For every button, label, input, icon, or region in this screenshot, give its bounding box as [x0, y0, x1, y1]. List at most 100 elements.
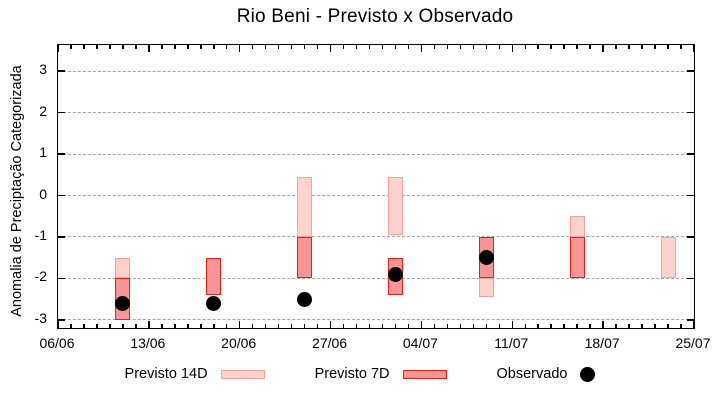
- x-axis-tick: [368, 324, 371, 328]
- x-axis-tick: [225, 45, 228, 49]
- x-axis-tick: [70, 324, 72, 328]
- gridline: [58, 112, 694, 114]
- x-axis-tick: [213, 324, 215, 328]
- y-tick-label: -2: [34, 268, 47, 285]
- x-axis-tick: [524, 45, 526, 49]
- x-axis-tick: [407, 324, 410, 328]
- y-tick-label: 0: [39, 185, 47, 202]
- observado-point: [387, 266, 403, 282]
- gridline: [58, 153, 694, 155]
- x-axis-tick: [109, 45, 111, 49]
- previsto-14d-bar: [660, 236, 676, 279]
- x-axis-tick: [576, 324, 578, 328]
- plot-area: [57, 44, 695, 329]
- x-axis-tick: [407, 45, 410, 49]
- x-tick-label: 20/06: [221, 335, 257, 351]
- x-axis-tick: [57, 321, 59, 328]
- x-axis-tick: [251, 324, 254, 328]
- x-axis-tick: [342, 45, 345, 49]
- x-axis-tick: [628, 324, 630, 328]
- y-axis-tick: [58, 153, 65, 155]
- x-axis-tick: [511, 45, 514, 52]
- x-axis-tick: [277, 45, 280, 49]
- x-axis-tick: [602, 321, 604, 328]
- x-axis-tick: [251, 45, 254, 49]
- x-axis-tick: [122, 45, 124, 49]
- x-axis-tick: [122, 324, 124, 328]
- x-axis-tick: [550, 324, 552, 328]
- y-axis-tick: [687, 70, 694, 72]
- y-tick-label: 2: [39, 102, 47, 119]
- x-axis-tick: [316, 324, 319, 328]
- x-axis-tick: [511, 321, 514, 328]
- x-axis-tick: [550, 45, 552, 49]
- y-axis-tick: [687, 277, 694, 280]
- y-axis-tick: [687, 111, 694, 114]
- y-tick-label: -1: [34, 226, 47, 243]
- y-axis-tick: [58, 194, 65, 197]
- x-axis-tick: [667, 324, 669, 328]
- x-axis-tick: [394, 45, 397, 49]
- x-axis-tick: [83, 45, 85, 49]
- x-axis-tick: [498, 45, 501, 49]
- y-tick-label: 3: [39, 61, 47, 78]
- x-axis-tick: [70, 45, 72, 49]
- x-axis-tick: [654, 324, 656, 328]
- x-axis-tick: [96, 45, 98, 49]
- previsto-14d-bar: [478, 278, 494, 297]
- x-axis-tick: [329, 321, 332, 328]
- observado-point: [206, 295, 222, 311]
- previsto-14d-bar: [115, 257, 131, 279]
- x-axis-tick: [290, 324, 293, 328]
- x-axis-tick: [109, 324, 111, 328]
- x-axis-tick: [135, 324, 137, 328]
- x-axis-tick: [472, 45, 475, 49]
- x-axis-tick: [303, 45, 306, 49]
- previsto-7d-bar: [206, 257, 222, 295]
- x-axis-tick: [187, 45, 189, 49]
- x-axis-tick: [420, 45, 423, 52]
- y-tick-label: 1: [39, 144, 47, 161]
- x-axis-tick: [225, 324, 228, 328]
- x-tick-label: 06/06: [39, 335, 75, 351]
- legend-label-previsto14: Previsto 14D: [124, 366, 208, 382]
- x-axis-tick: [433, 324, 436, 328]
- x-axis-tick: [355, 45, 358, 49]
- legend-label-previsto7: Previsto 7D: [314, 366, 390, 382]
- x-axis-tick: [355, 324, 358, 328]
- x-axis-tick: [628, 45, 630, 49]
- previsto-7d-bar: [297, 236, 313, 279]
- y-axis-tick: [58, 319, 65, 321]
- legend-label-observado: Observado: [496, 366, 568, 382]
- previsto-7d-bar: [569, 236, 585, 279]
- y-axis-tick: [687, 153, 694, 155]
- x-axis-tick: [446, 45, 449, 49]
- gridline: [58, 195, 694, 196]
- x-axis-tick: [459, 45, 462, 49]
- x-axis-tick: [342, 324, 345, 328]
- x-axis-tick: [680, 45, 682, 49]
- legend: Previsto 14D Previsto 7D Observado: [0, 366, 720, 382]
- x-axis-tick: [615, 324, 617, 328]
- y-axis-tick: [58, 111, 65, 114]
- y-axis-tick: [58, 70, 65, 72]
- observado-dot-icon: [580, 366, 596, 382]
- x-axis-tick: [264, 324, 267, 328]
- x-axis-tick: [238, 45, 241, 52]
- x-axis-tick: [615, 45, 617, 49]
- y-axis-tick: [58, 236, 65, 238]
- x-axis-tick: [316, 45, 319, 49]
- x-axis-tick: [57, 45, 59, 52]
- x-axis-tick: [537, 324, 539, 328]
- previsto14-swatch-icon: [220, 369, 265, 379]
- x-axis-tick: [200, 45, 202, 49]
- gridline: [58, 277, 694, 279]
- x-axis-tick: [394, 324, 397, 328]
- x-axis-tick: [641, 324, 643, 328]
- x-axis-tick: [433, 45, 436, 49]
- y-axis-tick: [687, 236, 694, 238]
- x-tick-label: 04/07: [402, 335, 438, 351]
- observado-point: [478, 250, 494, 266]
- gridline: [58, 236, 694, 238]
